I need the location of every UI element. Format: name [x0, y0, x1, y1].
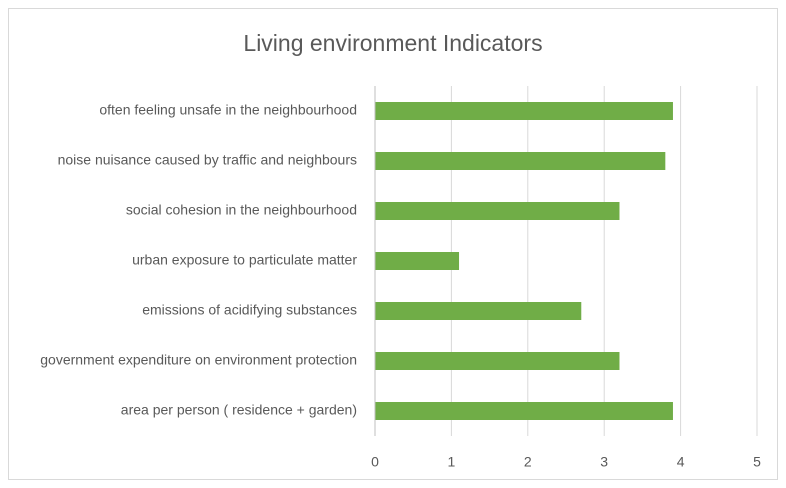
y-tick-label: social cohesion in the neighbourhood	[126, 202, 357, 218]
x-tick-label: 3	[600, 454, 608, 470]
x-tick-label: 2	[524, 454, 532, 470]
chart-title: Living environment Indicators	[243, 30, 542, 56]
y-tick-label: often feeling unsafe in the neighbourhoo…	[99, 102, 357, 118]
x-tick-label: 1	[448, 454, 456, 470]
bar	[375, 402, 673, 420]
chart-frame	[8, 8, 778, 480]
x-tick-label: 5	[753, 454, 761, 470]
bar	[375, 302, 582, 320]
y-tick-label: urban exposure to particulate matter	[132, 252, 357, 268]
y-tick-label: government expenditure on environment pr…	[40, 352, 357, 368]
bar	[375, 352, 620, 370]
bar	[375, 252, 460, 270]
bar	[375, 102, 673, 120]
y-tick-label: noise nuisance caused by traffic and nei…	[58, 152, 357, 168]
x-tick-label: 0	[371, 454, 379, 470]
bar	[375, 202, 620, 220]
bar	[375, 152, 666, 170]
y-tick-label: area per person ( residence + garden)	[121, 402, 357, 418]
x-tick-label: 4	[677, 454, 685, 470]
y-tick-label: emissions of acidifying substances	[142, 302, 357, 318]
